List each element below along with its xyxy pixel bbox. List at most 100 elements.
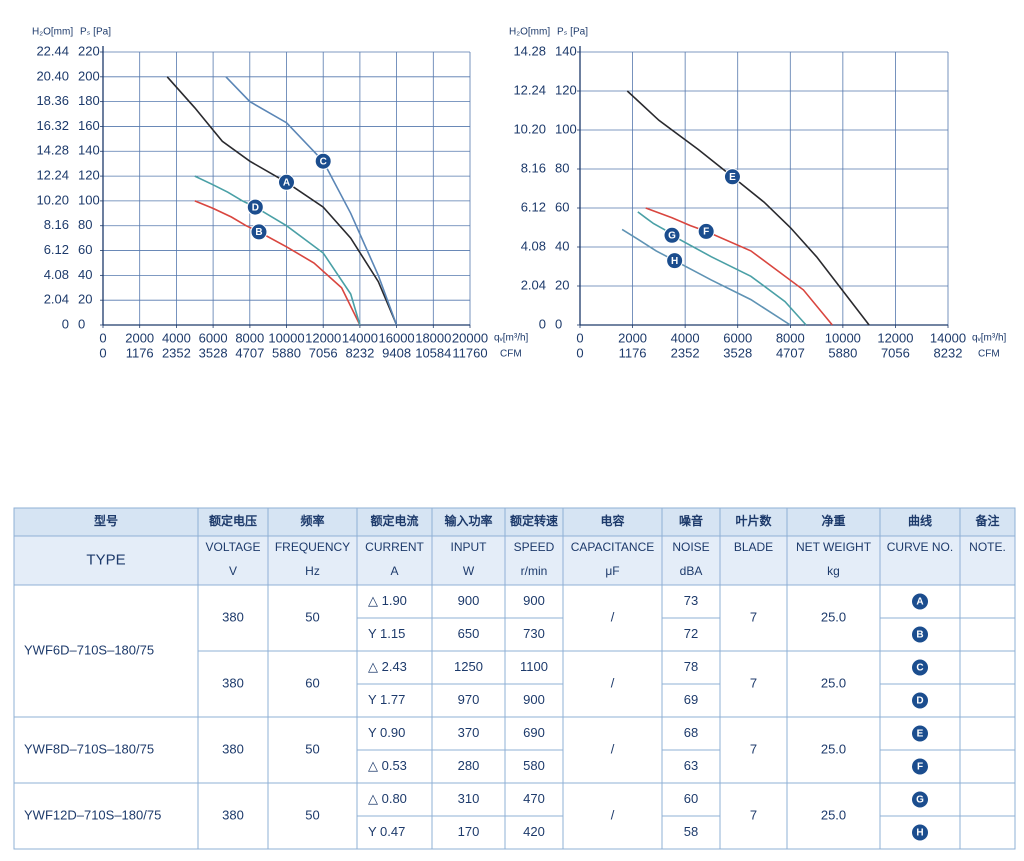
x2-tick-label: 2352 — [671, 345, 700, 360]
y-tick-label: 40 — [555, 238, 569, 253]
table-cell — [786, 507, 881, 537]
table-cell — [562, 650, 663, 718]
table-cell — [431, 683, 506, 718]
x-tick-label: 2000 — [125, 330, 154, 345]
model: YWF12D–710S–180/75 — [24, 807, 161, 822]
table-cell — [661, 507, 721, 537]
table-cell — [959, 815, 1016, 850]
y-tick-label: 60 — [555, 199, 569, 214]
y2-tick-label: 0 — [539, 316, 546, 331]
y-tick-label: 140 — [555, 43, 577, 58]
table-cell — [661, 617, 721, 652]
cell-speed: 900 — [523, 593, 545, 608]
table-cell — [431, 617, 506, 652]
x2-tick-label: 4707 — [235, 345, 264, 360]
cell-curve: A — [916, 597, 923, 608]
table-cell — [959, 716, 1016, 751]
y-axis-label: Pₛ [Pa] — [80, 27, 111, 38]
y2-tick-label: 4.08 — [44, 267, 69, 282]
curve — [637, 211, 807, 326]
x-tick-label: 6000 — [199, 330, 228, 345]
cell-weight: 25.0 — [821, 741, 846, 756]
y-tick-label: 60 — [78, 242, 92, 257]
header-unit: Hz — [305, 564, 320, 578]
x2-tick-label: 10584 — [415, 345, 451, 360]
cell-noise: 78 — [684, 659, 698, 674]
cell-blade: 7 — [750, 807, 757, 822]
cell-curve: G — [916, 795, 924, 806]
table-cell — [504, 584, 564, 619]
cell-voltage: 380 — [222, 675, 244, 690]
cell-voltage: 380 — [222, 609, 244, 624]
cell-frequency: 50 — [305, 807, 319, 822]
curve-badge — [912, 626, 928, 643]
y-tick-label: 80 — [78, 217, 92, 232]
y-tick-label: 100 — [78, 192, 100, 207]
header-unit: W — [463, 564, 475, 578]
cell-current: Y 0.47 — [368, 824, 405, 839]
x-axis-label: qᵥ[m³/h] — [972, 333, 1007, 344]
cell-input: 370 — [458, 725, 480, 740]
header-zh: 噪音 — [679, 513, 703, 528]
curve-badge — [912, 758, 928, 775]
table-cell — [13, 507, 199, 537]
curve-label: F — [703, 227, 709, 238]
y-tick-label: 40 — [78, 267, 92, 282]
table-cell — [786, 584, 881, 652]
table-cell — [504, 683, 564, 718]
x2-tick-label: 3528 — [199, 345, 228, 360]
cell-current: Y 1.77 — [368, 692, 405, 707]
curve-label: B — [255, 227, 262, 238]
table-cell — [959, 535, 1016, 586]
header-unit: A — [390, 564, 398, 578]
curve-label: C — [320, 156, 327, 167]
cell-input: 280 — [458, 758, 480, 773]
table-cell — [959, 650, 1016, 685]
table-cell — [431, 535, 506, 586]
y2-tick-label: 18.36 — [36, 93, 69, 108]
y2-tick-label: 10.20 — [513, 121, 546, 136]
table-cell — [959, 782, 1016, 817]
cell-frequency: 50 — [305, 741, 319, 756]
table-cell — [562, 535, 663, 586]
curve-badge — [663, 226, 681, 244]
header-en: CAPACITANCE — [571, 540, 655, 554]
cell-curve: F — [917, 762, 923, 773]
table-cell — [356, 584, 433, 619]
table-cell — [786, 650, 881, 718]
y-tick-label: 0 — [78, 316, 85, 331]
header-en: FREQUENCY — [275, 540, 350, 554]
x-tick-label: 20000 — [452, 330, 488, 345]
table-cell — [504, 716, 564, 751]
table-cell — [959, 507, 1016, 537]
model: YWF6D–710S–180/75 — [24, 642, 154, 657]
y-tick-label: 80 — [555, 160, 569, 175]
cell-frequency: 60 — [305, 675, 319, 690]
y2-tick-label: 6.12 — [44, 242, 69, 257]
y2-tick-label: 16.32 — [36, 118, 69, 133]
x2-tick-label: 8232 — [345, 345, 374, 360]
curve-badge — [697, 222, 715, 240]
x2-tick-label: 1176 — [619, 345, 647, 360]
header-unit: kg — [827, 564, 840, 578]
x-tick-label: 12000 — [877, 330, 913, 345]
table-cell — [959, 749, 1016, 784]
cell-noise: 72 — [684, 626, 698, 641]
header-zh: 净重 — [821, 513, 845, 528]
header-zh: 额定转速 — [510, 513, 558, 528]
cell-noise: 60 — [684, 791, 698, 806]
x-tick-label: 0 — [576, 330, 583, 345]
header-zh: 频率 — [300, 513, 324, 528]
cell-capacitance: / — [611, 609, 615, 624]
y2-tick-label: 14.28 — [513, 43, 546, 58]
x-tick-label: 4000 — [162, 330, 191, 345]
cell-speed: 900 — [523, 692, 545, 707]
header-zh: 额定电压 — [209, 513, 257, 528]
cell-input: 1250 — [454, 659, 483, 674]
table-cell — [356, 815, 433, 850]
x2-tick-label: 0 — [576, 345, 583, 360]
cell-current: Y 1.15 — [368, 626, 405, 641]
curve-badge — [314, 152, 332, 170]
